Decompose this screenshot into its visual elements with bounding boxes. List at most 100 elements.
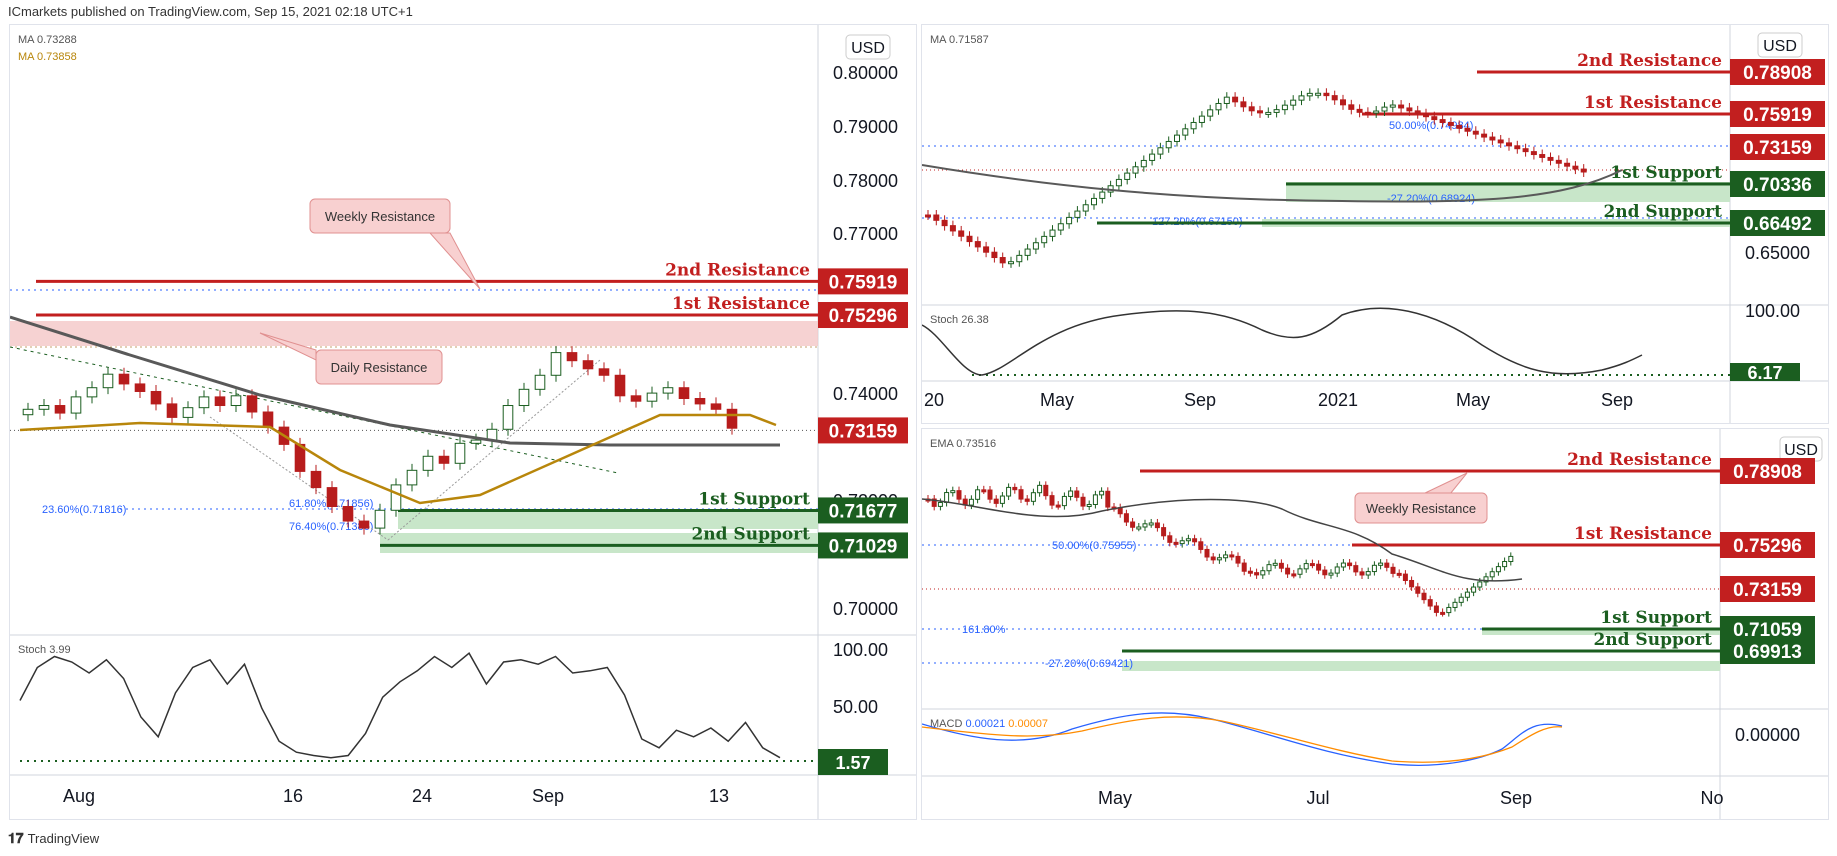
currency-label: USD (1763, 38, 1797, 55)
y-tick: 0.65000 (1745, 243, 1810, 263)
candle-body (230, 395, 242, 407)
candle-body (1530, 151, 1537, 156)
candle-body (342, 506, 354, 522)
candle-body (1165, 140, 1172, 149)
candle-body (694, 398, 706, 405)
tradingview-footer[interactable]: 𝟏𝟕 TradingView (8, 830, 99, 847)
candle-body (1522, 148, 1529, 153)
candle-body (1489, 571, 1495, 578)
x-tick: 24 (412, 786, 432, 806)
price-badge-value: 0.71059 (1733, 620, 1802, 641)
candle-body (1105, 490, 1111, 508)
candle-body (1207, 109, 1214, 117)
candle-body (70, 396, 82, 414)
candle-body (630, 395, 642, 402)
candle-body (1157, 147, 1164, 155)
candle-body (931, 498, 937, 507)
candle-body (1381, 106, 1388, 112)
candle-body (310, 470, 322, 489)
resistance-level-label: 1st Resistance (1574, 524, 1712, 544)
candle-body (1580, 168, 1587, 173)
price-badge (1730, 171, 1825, 197)
ma-legend: MA 0.71587 (930, 34, 989, 46)
candle-body (1049, 229, 1056, 237)
currency-badge[interactable] (1757, 32, 1803, 58)
candle-body (1066, 216, 1073, 225)
daily-chart-panel[interactable]: MA 0.73288 MA 0.73858 USD 0.80000 0.7900… (9, 24, 917, 820)
candle-body (614, 374, 626, 397)
y-tick-labels: 0.80000 0.79000 0.78000 0.77000 0.74000 … (833, 63, 898, 619)
weekly-candles (925, 88, 1587, 268)
callout-text: Weekly Resistance (1366, 501, 1476, 516)
resistance-level-label: 1st Resistance (1584, 93, 1722, 113)
candle-body (1210, 556, 1216, 561)
price-badge (1730, 210, 1825, 236)
candle-body (1018, 489, 1024, 500)
candle-body (1340, 562, 1346, 568)
macd-legend: MACD 0.00021 0.00007 (930, 718, 1048, 730)
candle-body (1389, 104, 1396, 108)
candle-body (198, 396, 210, 409)
candle-body (1555, 159, 1562, 164)
x-tick-labels: Aug 16 24 Sep 13 (63, 786, 729, 806)
price-badge (818, 417, 908, 444)
candle-body (950, 490, 956, 494)
candle-body (1489, 136, 1496, 141)
candle-body (949, 225, 956, 232)
candle-body (1074, 490, 1080, 498)
fib-label: -27.20%(0.68924) (1387, 193, 1475, 205)
candle-body (1483, 576, 1489, 583)
price-badge-value: 0.71677 (829, 501, 898, 522)
trendline (9, 346, 619, 474)
candle-body (1452, 601, 1458, 608)
candle-body (534, 374, 546, 390)
x-tick: Sep (1601, 390, 1633, 410)
currency-badge[interactable] (845, 34, 891, 60)
candle-body (1323, 92, 1330, 97)
candle-body (1356, 108, 1363, 113)
candle-body (406, 469, 418, 486)
stoch-last-badge (818, 749, 888, 775)
weekly-chart-svg: MA 0.71587 USD 0.65000 50.00%(0.74984) -… (921, 25, 1828, 423)
candle-body (1273, 109, 1280, 113)
price-badge (818, 268, 908, 295)
candle-body (1061, 495, 1067, 507)
candle-body (1216, 557, 1222, 561)
published-header: ICmarkets published on TradingView.com, … (8, 4, 413, 19)
candle-body (1547, 156, 1554, 161)
candle-body (150, 390, 162, 405)
x-tick: May (1456, 390, 1490, 410)
weekly-chart-panel[interactable]: MA 0.71587 USD 0.65000 50.00%(0.74984) -… (921, 24, 1829, 424)
candle-body (944, 492, 950, 503)
candle-body (662, 387, 674, 394)
weekly-levels: 2nd Resistance 0.78908 1st Resistance 0.759… (1097, 51, 1825, 236)
candle-body (1348, 104, 1355, 110)
candle-body (54, 405, 66, 414)
candle-body (1365, 571, 1371, 576)
candle-body (1024, 498, 1030, 502)
candle-body (326, 487, 338, 508)
candle-body (1223, 554, 1229, 559)
candle-body (1340, 99, 1346, 106)
candle-body (1495, 566, 1501, 573)
candle-body (518, 388, 530, 407)
candle-body (1353, 565, 1359, 573)
candle-body (1458, 596, 1464, 603)
candle-body (102, 373, 114, 389)
tradingview-logo-icon: 𝟏𝟕 (8, 830, 24, 846)
price-badge (1720, 616, 1815, 642)
candle-body (1539, 154, 1546, 158)
candle-body (1497, 139, 1504, 144)
h4-chart-panel[interactable]: EMA 0.73516 USD 50.00%(0.75955) 161.80% … (921, 428, 1829, 820)
daily-levels: 2nd Resistance 0.75919 1st Resistance 0.752… (10, 260, 908, 559)
candle-body (1215, 102, 1222, 111)
candle-body (1123, 513, 1129, 523)
price-badge (1720, 576, 1815, 602)
support-zone-1 (1286, 182, 1730, 202)
stoch-line (19, 652, 781, 759)
macd-tick: 0.00000 (1735, 725, 1800, 745)
candle-body (1115, 178, 1122, 187)
candle-body (1049, 495, 1055, 506)
candle-body (1396, 572, 1402, 576)
candle-body (993, 498, 999, 504)
